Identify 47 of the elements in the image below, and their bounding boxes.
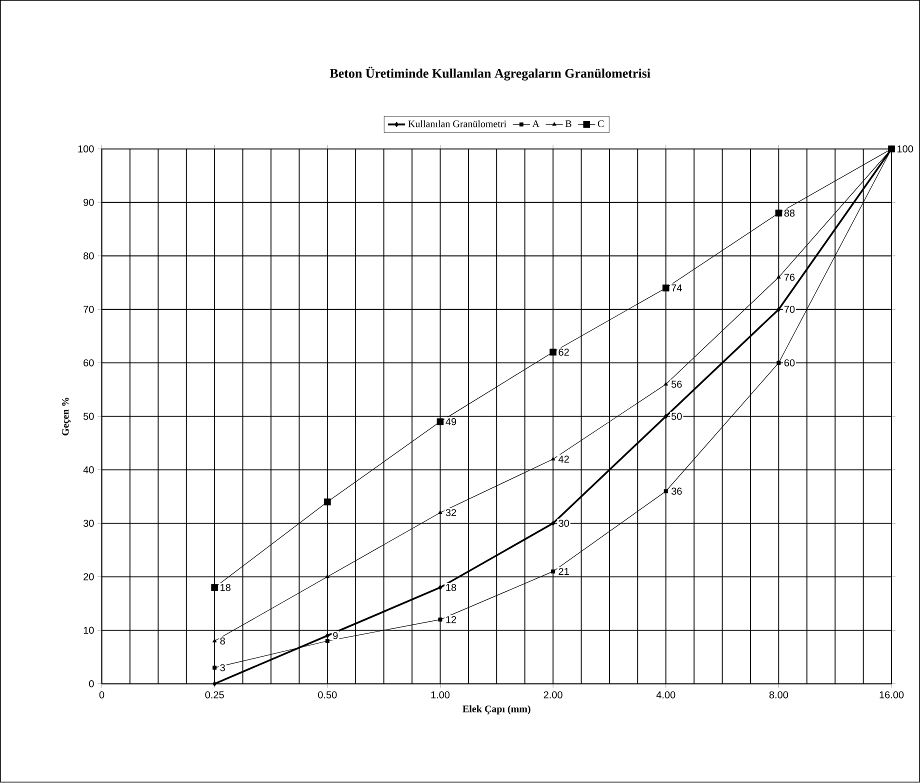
chart-title: Beton Üretiminde Kullanılan Agregaların Granülometrisi [330,67,650,81]
data-label: 36 [671,488,682,495]
data-label: 3 [220,664,225,672]
y-tick-label: 100 [78,146,94,153]
data-label: 88 [784,210,795,217]
x-tick-label: 0.25 [205,692,224,699]
x-tick-label: 4.00 [656,692,676,699]
y-axis-title: Geçen % [62,398,71,436]
x-tick-label: 8.00 [769,692,788,699]
data-label: 56 [671,380,682,388]
data-label: 70 [784,306,795,314]
x-tick-label: 16.00 [880,692,904,699]
data-label: 21 [558,568,569,576]
x-tick-label: 0.50 [318,692,337,699]
x-tick-label: 2.00 [544,692,562,699]
data-label: 12 [446,616,456,624]
data-label: 18 [446,584,456,592]
data-label: 60 [784,360,795,367]
y-tick-label: 90 [84,199,94,206]
data-label: 62 [558,348,569,356]
data-label: 76 [784,274,795,282]
legend-label: C [598,120,604,128]
data-label: 50 [671,413,682,420]
y-tick-label: 10 [84,626,94,634]
y-tick-label: 50 [84,413,94,420]
data-label: 8 [220,638,225,645]
data-label: 9 [333,632,338,640]
data-label: 49 [446,418,456,426]
data-label: 100 [898,146,914,153]
y-tick-label: 0 [89,680,94,688]
y-tick-label: 20 [84,573,94,581]
data-label: 32 [446,509,456,516]
legend-label: Kullanılan Granülometri [408,120,506,128]
x-axis-title: Elek Çapı (mm) [462,705,530,715]
y-tick-label: 70 [84,306,94,314]
data-label: 42 [558,456,569,463]
data-label: 30 [558,520,569,528]
legend-label: A [532,120,540,128]
data-label: 18 [220,584,230,592]
y-tick-label: 40 [83,466,94,474]
x-tick-label: 0 [99,692,104,699]
y-tick-label: 80 [84,252,94,260]
x-tick-label: 1.00 [431,692,450,699]
data-label: 74 [672,284,682,292]
legend-label: B [565,120,572,128]
y-tick-label: 30 [83,520,94,528]
y-tick-label: 60 [84,360,94,367]
